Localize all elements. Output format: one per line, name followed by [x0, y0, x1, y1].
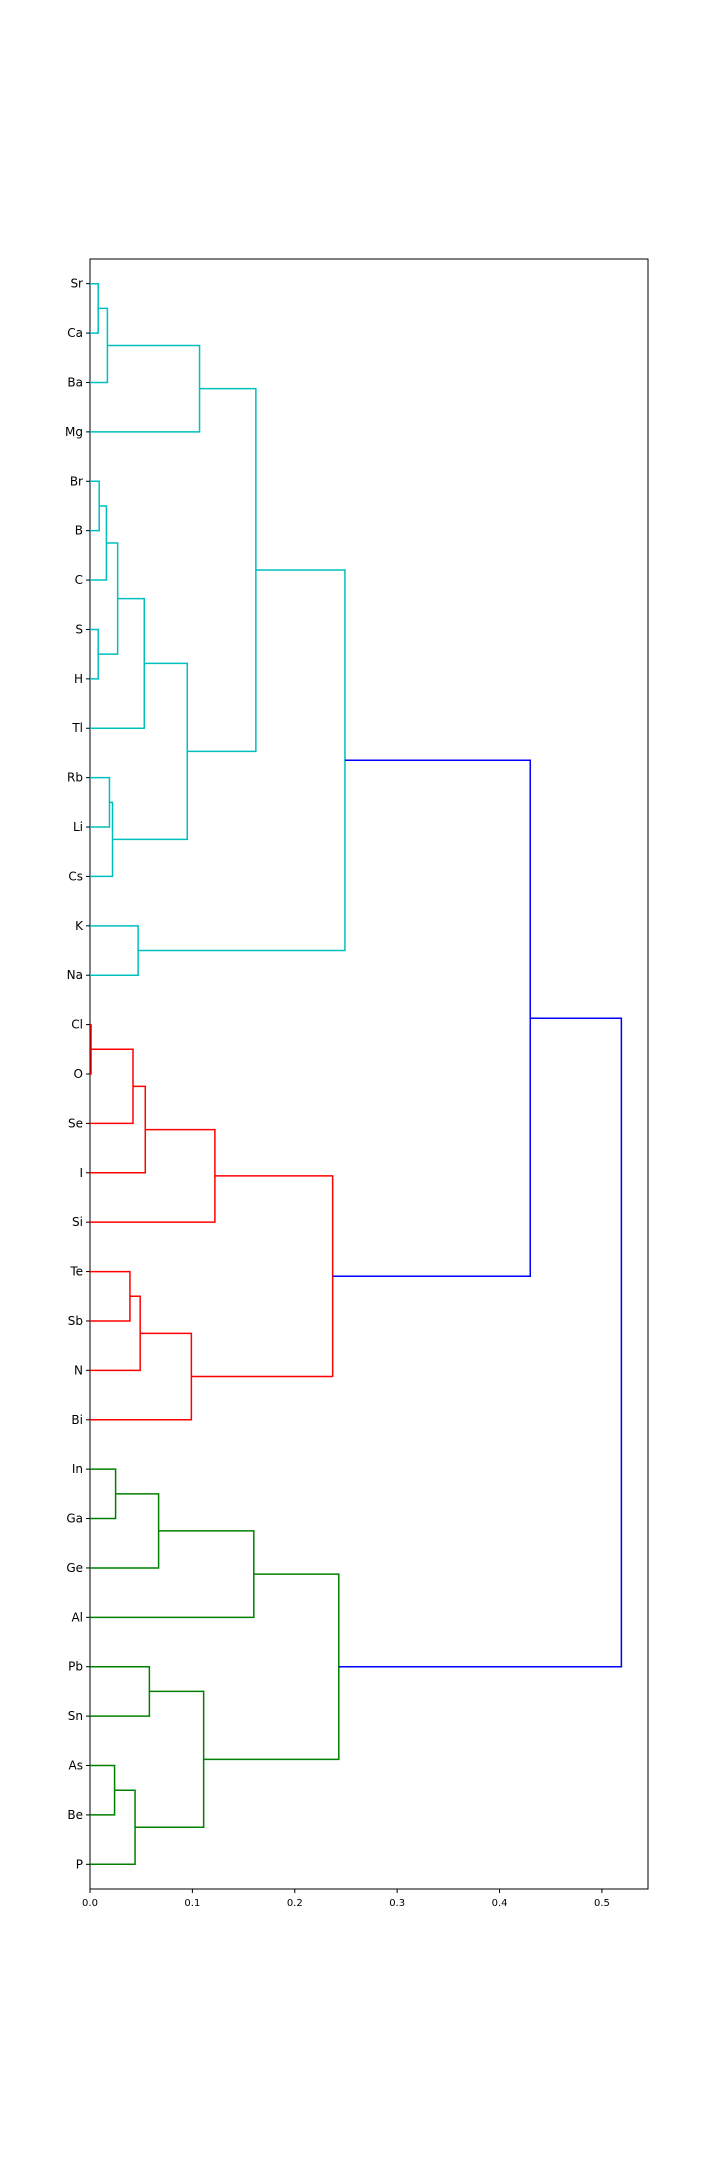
- plot-frame: [89, 258, 649, 1890]
- link-m21: [90, 1332, 193, 1421]
- leaf-label-b: B: [75, 524, 83, 538]
- link-m11: [112, 662, 189, 841]
- link-m32: [338, 1017, 623, 1668]
- link-m12: [187, 387, 257, 753]
- link-m27: [90, 1764, 116, 1816]
- leaf-label-c: C: [75, 573, 83, 587]
- link-m3: [90, 344, 201, 433]
- leaf-label-k: K: [75, 919, 84, 933]
- link-m18: [90, 1128, 216, 1223]
- link-m6: [90, 628, 99, 680]
- link-m22: [191, 1175, 334, 1378]
- leaf-label-te: Te: [69, 1265, 83, 1279]
- leaf-label-sb: Sb: [68, 1314, 83, 1328]
- link-m4: [90, 480, 100, 532]
- link-m15: [90, 1023, 92, 1075]
- link-m28: [90, 1789, 136, 1866]
- leaf-label-ca: Ca: [67, 326, 83, 340]
- x-tick-label-2: 0.2: [287, 1898, 303, 1909]
- leaf-label-in: In: [72, 1462, 83, 1476]
- leaf-label-bi: Bi: [71, 1413, 83, 1427]
- leaf-label-ge: Ge: [66, 1561, 83, 1575]
- x-tick-label-4: 0.4: [492, 1898, 508, 1909]
- leaf-label-sr: Sr: [70, 277, 83, 291]
- leaf-label-p: P: [76, 1857, 83, 1871]
- link-m7: [98, 542, 119, 655]
- x-tick-label-5: 0.5: [594, 1898, 610, 1909]
- leaf-label-cl: Cl: [71, 1018, 83, 1032]
- leaf-label-i: I: [79, 1166, 83, 1180]
- link-m16: [90, 1048, 134, 1125]
- link-m29: [135, 1690, 205, 1829]
- link-m17: [90, 1085, 147, 1174]
- leaf-label-tl: Tl: [71, 721, 83, 735]
- leaf-label-li: Li: [73, 820, 83, 834]
- x-tick-label-0: 0.0: [82, 1898, 98, 1909]
- leaf-label-pb: Pb: [68, 1660, 83, 1674]
- leaf-label-na: Na: [67, 968, 83, 982]
- link-m31: [332, 759, 532, 1277]
- leaf-label-se: Se: [68, 1116, 83, 1130]
- link-m19: [90, 1270, 131, 1322]
- leaf-label-n: N: [74, 1363, 83, 1377]
- link-m8: [90, 597, 146, 729]
- link-m20: [90, 1295, 141, 1372]
- leaf-label-s: S: [75, 622, 83, 636]
- link-m5: [90, 505, 108, 581]
- link-m1: [90, 282, 99, 334]
- leaf-label-ba: Ba: [67, 375, 83, 389]
- leaf-label-be: Be: [67, 1808, 83, 1822]
- leaf-label-o: O: [74, 1067, 83, 1081]
- leaf-label-as: As: [69, 1759, 83, 1773]
- dendrogram-links: [90, 282, 623, 1866]
- leaf-label-si: Si: [72, 1215, 83, 1229]
- link-m26: [90, 1665, 151, 1717]
- leaf-label-h: H: [74, 672, 83, 686]
- leaf-label-cs: Cs: [68, 869, 83, 883]
- x-axis: 0.0 0.1 0.2 0.3 0.4 0.5: [82, 1889, 610, 1909]
- leaf-labels: Sr Ca Ba Mg Br B C S H Tl Rb Li Cs K Na Cl O Se I Si Te Sb N Bi…: [65, 277, 90, 1871]
- link-m23: [90, 1468, 117, 1520]
- link-m25: [90, 1530, 255, 1619]
- leaf-label-al: Al: [71, 1610, 83, 1624]
- leaf-label-ga: Ga: [66, 1512, 83, 1526]
- leaf-label-mg: Mg: [65, 425, 83, 439]
- link-m9: [90, 776, 111, 828]
- link-m30: [203, 1573, 340, 1761]
- leaf-label-br: Br: [70, 474, 83, 488]
- link-m13: [90, 925, 139, 976]
- leaf-label-rb: Rb: [67, 771, 83, 785]
- link-m14: [138, 569, 346, 952]
- link-m24: [90, 1493, 160, 1569]
- leaf-label-sn: Sn: [68, 1709, 83, 1723]
- x-tick-label-1: 0.1: [184, 1898, 200, 1909]
- x-tick-label-3: 0.3: [389, 1898, 405, 1909]
